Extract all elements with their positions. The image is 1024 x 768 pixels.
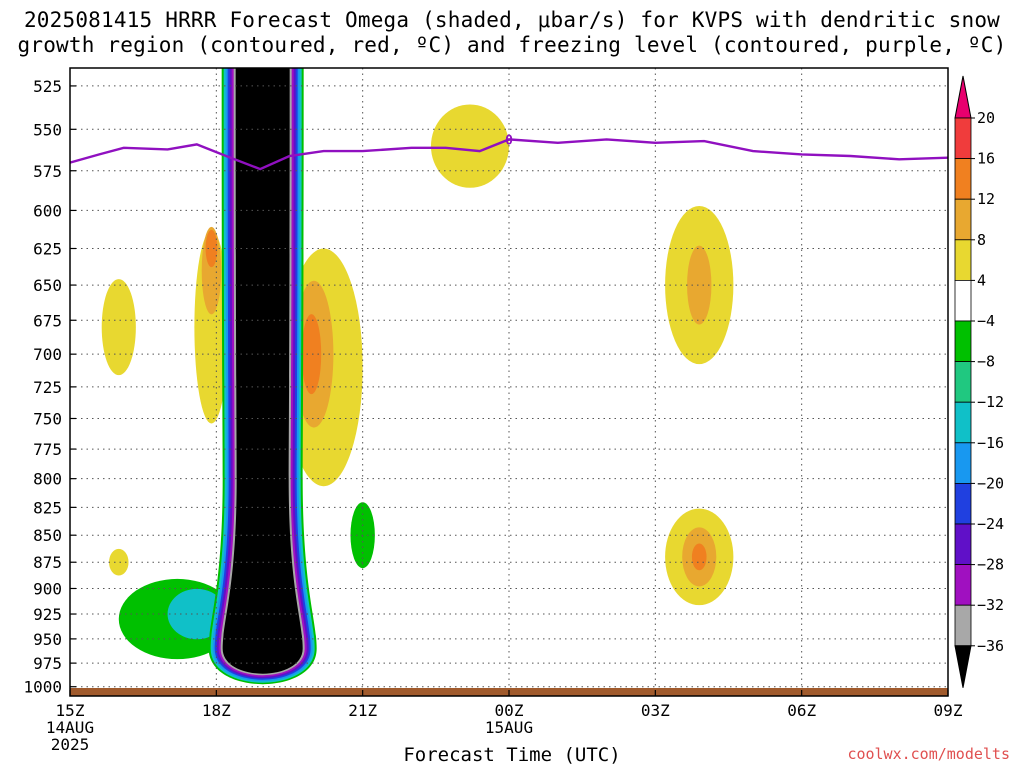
- omega-region: [687, 245, 712, 325]
- freezing-level-label: 0: [505, 133, 513, 148]
- colorbar-tick-label: −32: [977, 596, 1004, 614]
- colorbar-swatch: [954, 564, 972, 606]
- x-tick-label: 09Z: [934, 701, 963, 720]
- colorbar-bottom-arrow: [954, 645, 972, 688]
- colorbar-swatch: [954, 198, 972, 241]
- y-tick-label: 850: [33, 526, 62, 545]
- x-tick-label: 15Z: [56, 701, 85, 720]
- y-tick-label: 950: [33, 630, 62, 649]
- chart-title: 2025081415 HRRR Forecast Omega (shaded, …: [23, 8, 1001, 32]
- colorbar-tick-label: −20: [977, 474, 1004, 492]
- omega-region: [205, 229, 218, 268]
- omega-region: [101, 279, 136, 376]
- y-tick-label: 625: [33, 239, 62, 258]
- y-tick-label: 775: [33, 440, 62, 459]
- colorbar-top-arrow: [954, 75, 972, 119]
- colorbar-swatch: [954, 361, 972, 403]
- y-tick-label: 600: [33, 201, 62, 220]
- colorbar-tick-label: 20: [977, 109, 995, 127]
- colorbar-tick-label: 16: [977, 150, 995, 168]
- colorbar-tick-label: −8: [977, 353, 995, 371]
- colorbar-swatch: [954, 320, 972, 362]
- omega-region: [109, 548, 129, 576]
- y-tick-label: 925: [33, 605, 62, 624]
- y-tick-label: 900: [33, 579, 62, 598]
- x-tick-label: 00Z: [495, 701, 524, 720]
- y-tick-label: 800: [33, 470, 62, 489]
- y-tick-label: 825: [33, 498, 62, 517]
- freezing-level-line: [70, 138, 948, 171]
- colorbar-tick-label: 12: [977, 190, 995, 208]
- colorbar-swatch: [954, 279, 972, 322]
- y-tick-label: 550: [33, 120, 62, 139]
- x-tick-label: 21Z: [348, 701, 377, 720]
- x-axis-label: Forecast Time (UTC): [403, 744, 621, 766]
- colorbar-tick-label: 8: [977, 231, 986, 249]
- omega-region: [691, 543, 707, 571]
- y-tick-label: 700: [33, 345, 62, 364]
- omega-column-layer: [222, 68, 303, 674]
- x-tick-sublabel: 14AUG: [46, 718, 94, 737]
- colorbar-swatch: [954, 117, 972, 159]
- x-tick-label: 18Z: [202, 701, 231, 720]
- credit-label: coolwx.com/modelts: [847, 745, 1010, 763]
- colorbar-tick-label: −4: [977, 312, 995, 330]
- colorbar-tick-label: −24: [977, 515, 1004, 533]
- y-tick-label: 575: [33, 162, 62, 181]
- colorbar-swatch: [954, 239, 972, 281]
- omega-region: [301, 314, 322, 395]
- colorbar-tick-label: −36: [977, 637, 1004, 655]
- y-tick-label: 875: [33, 553, 62, 572]
- colorbar-swatch: [954, 158, 972, 200]
- colorbar-swatch: [954, 482, 972, 525]
- y-tick-label: 525: [33, 77, 62, 96]
- y-tick-label: 750: [33, 409, 62, 428]
- x-tick-label: 03Z: [641, 701, 670, 720]
- colorbar-swatch: [954, 604, 972, 647]
- colorbar-swatch: [954, 442, 972, 484]
- x-tick-label: 06Z: [787, 701, 816, 720]
- colorbar-swatch: [954, 523, 972, 565]
- colorbar-tick-label: 4: [977, 271, 986, 289]
- y-tick-label: 650: [33, 276, 62, 295]
- x-tick-sublabel: 15AUG: [485, 718, 533, 737]
- chart-subtitle: growth region (contoured, red, ºC) and f…: [17, 33, 1007, 57]
- omega-region: [430, 104, 509, 188]
- y-tick-label: 975: [33, 654, 62, 673]
- colorbar-tick-label: −16: [977, 434, 1004, 452]
- colorbar-swatch: [954, 401, 972, 444]
- y-tick-label: 675: [33, 311, 62, 330]
- x-tick-sublabel: 2025: [51, 735, 90, 754]
- colorbar-tick-label: −12: [977, 393, 1004, 411]
- colorbar-tick-label: −28: [977, 556, 1004, 574]
- y-tick-label: 1000: [23, 678, 62, 697]
- y-tick-label: 725: [33, 378, 62, 397]
